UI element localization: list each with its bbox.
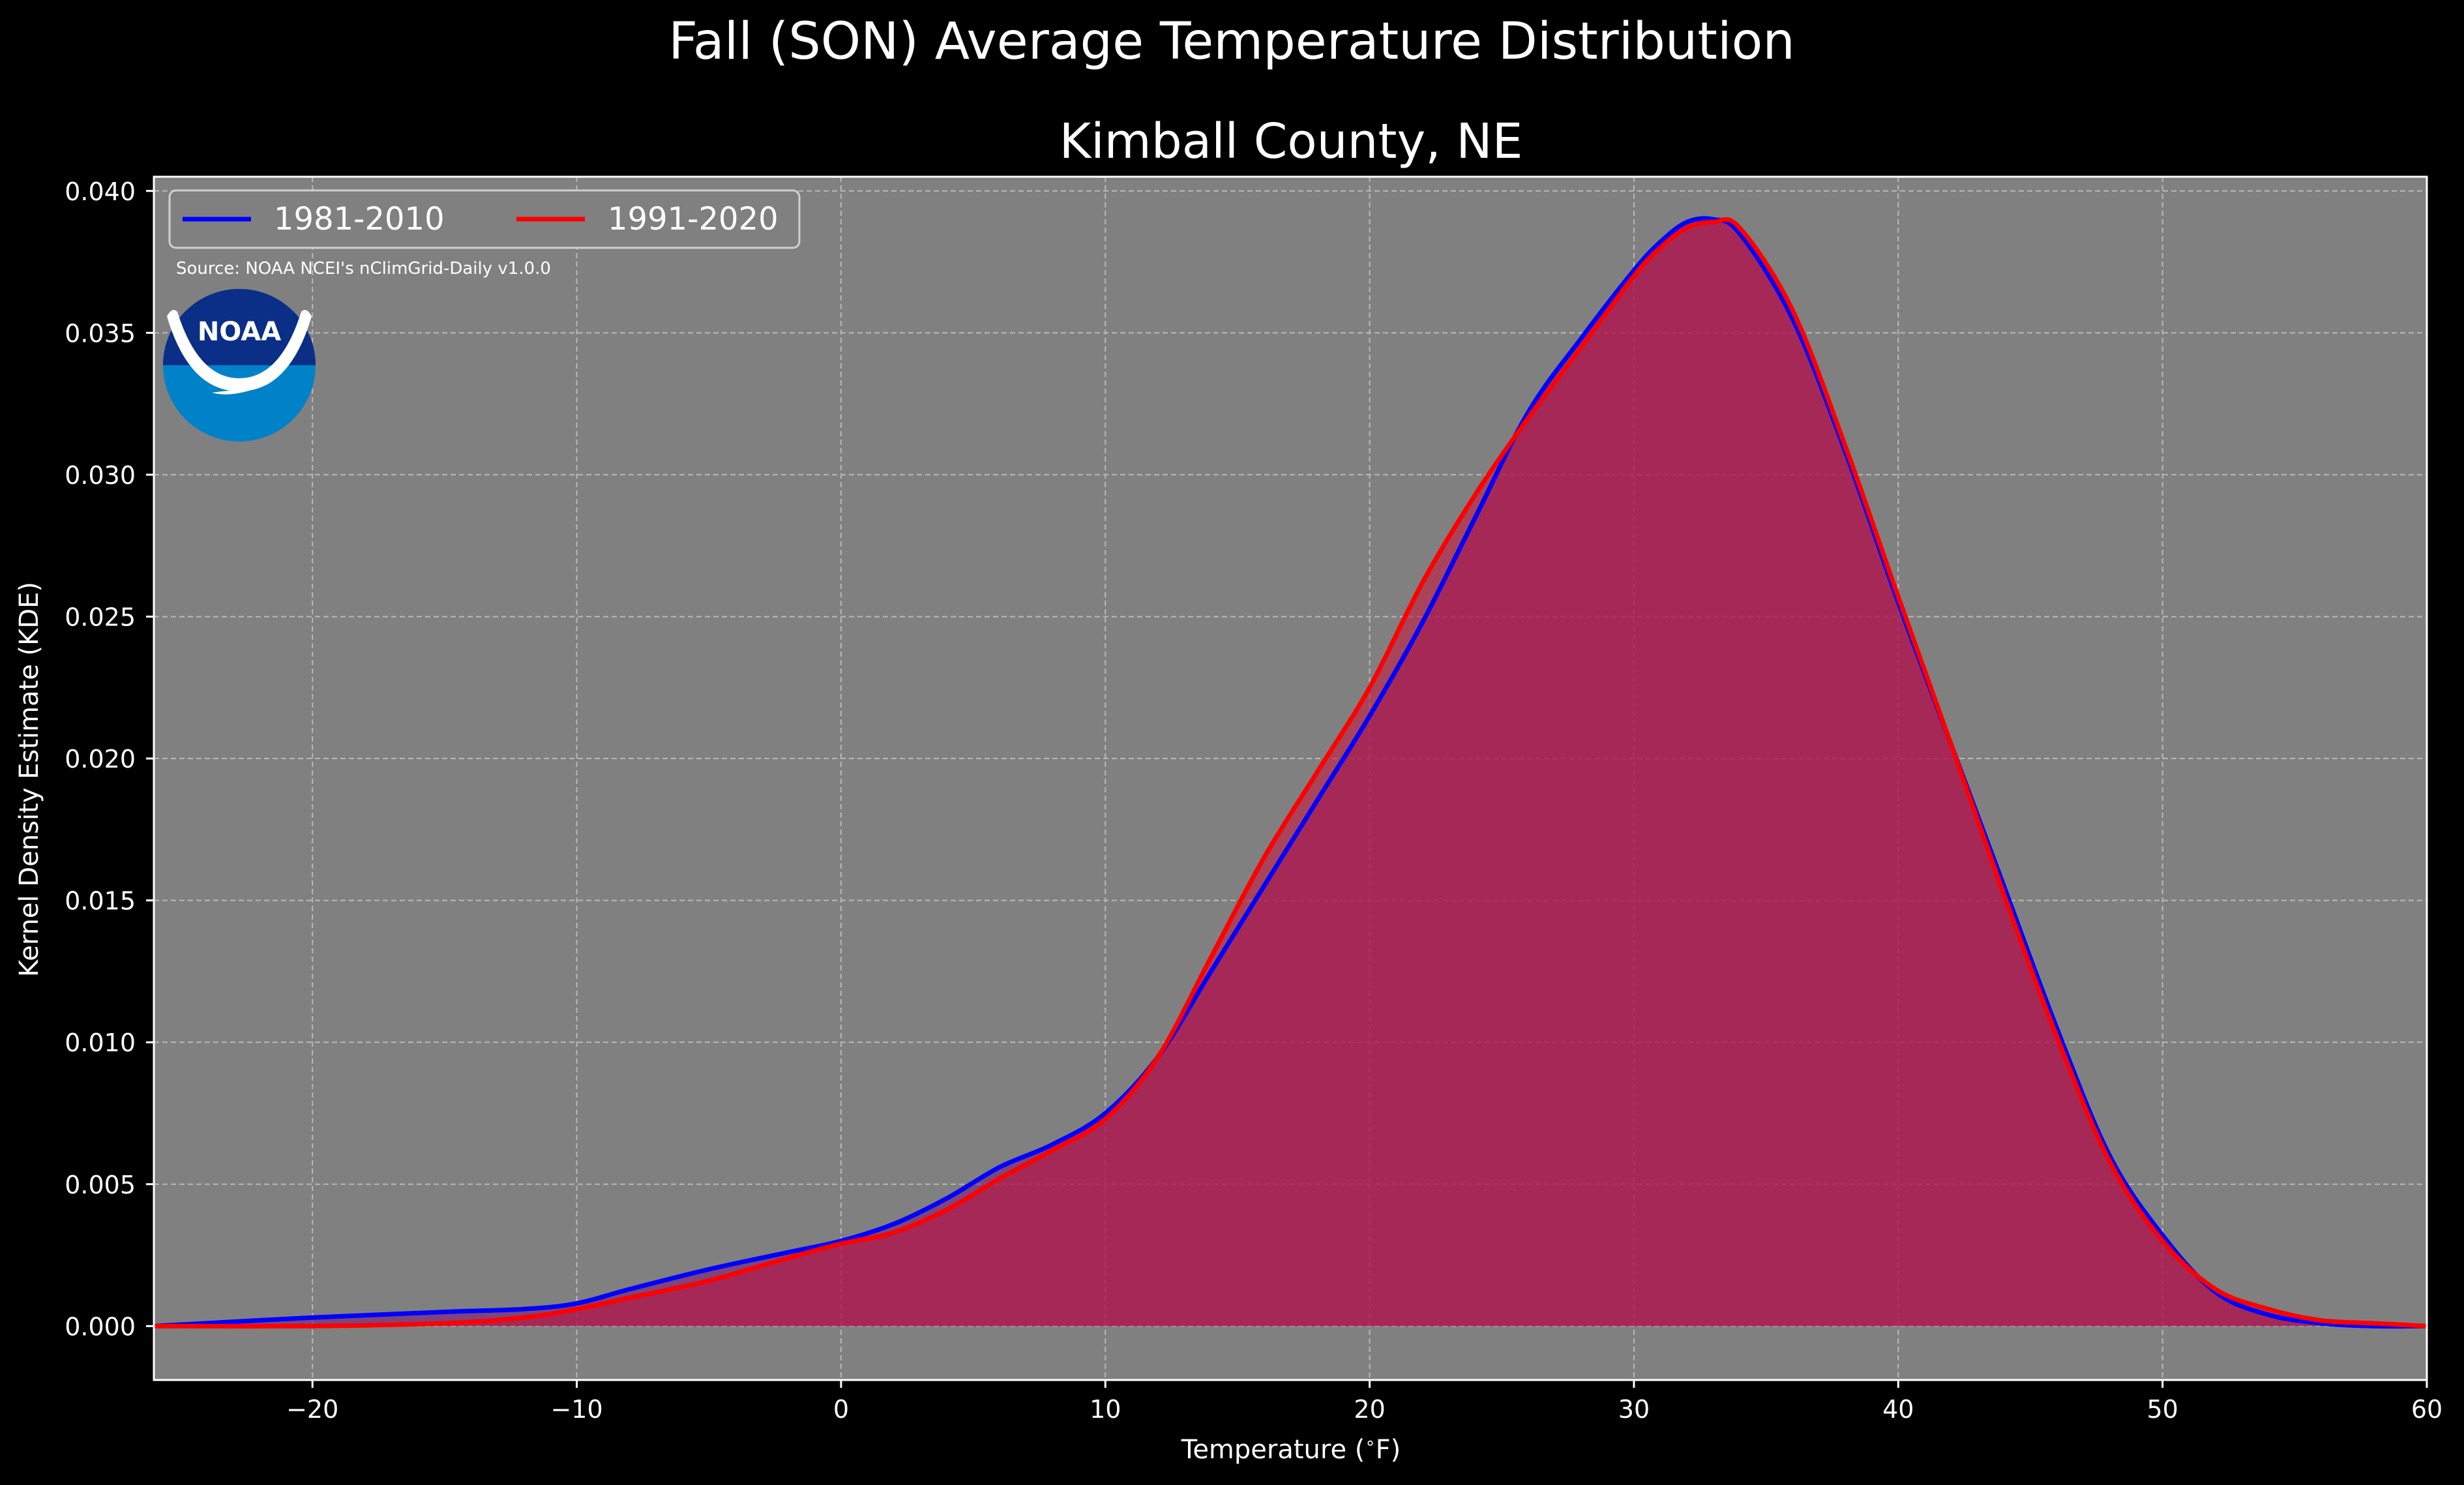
y-tick-label: 0.030 — [65, 461, 136, 490]
x-tick-label: 0 — [833, 1395, 849, 1424]
legend-label-1991-2020: 1991-2020 — [608, 201, 779, 237]
y-tick-label: 0.010 — [65, 1028, 136, 1057]
legend: 1981-2010 1991-2020 — [168, 189, 801, 249]
y-tick-label: 0.000 — [65, 1312, 136, 1341]
degree-symbol: ∘ — [1365, 1433, 1375, 1453]
noaa-logo-gull-icon — [167, 310, 312, 391]
axis-ticks: −20 −10 0 10 20 30 40 50 60 0.000 0.005 0.010 0.015 0… — [65, 177, 2442, 1424]
noaa-logo-text: NOAA — [198, 317, 281, 347]
y-axis-label: Kernel Density Estimate (KDE) — [14, 582, 44, 977]
y-tick-label: 0.020 — [65, 745, 136, 773]
density-line-1981-2010 — [153, 216, 2427, 1329]
noaa-logo-gull-wing — [212, 382, 274, 395]
x-tick-label: −10 — [550, 1395, 602, 1424]
chart-title: Fall (SON) Average Temperature Distribut… — [668, 12, 1795, 71]
plot-frame — [153, 175, 2428, 1381]
noaa-logo: NOAA — [163, 289, 316, 442]
x-axis-label: Temperature (∘F) — [1181, 1433, 1401, 1465]
x-tick-label: 60 — [2411, 1395, 2442, 1424]
density-line-1991-2020 — [153, 217, 2427, 1329]
density-lines — [153, 216, 2427, 1329]
y-tick-label: 0.015 — [65, 887, 136, 916]
y-tick-label: 0.040 — [65, 177, 136, 206]
x-tick-label: 40 — [1882, 1395, 1914, 1424]
x-tick-label: 20 — [1354, 1395, 1385, 1424]
density-fill-1991-2020 — [154, 219, 2427, 1327]
y-tick-label: 0.025 — [65, 603, 136, 631]
source-note: Source: NOAA NCEI's nClimGrid-Daily v1.0… — [176, 259, 551, 278]
x-tick-label: 50 — [2146, 1395, 2178, 1424]
noaa-logo-upper — [163, 289, 316, 365]
y-tick-label: 0.005 — [65, 1171, 136, 1199]
legend-label-1981-2010: 1981-2010 — [274, 201, 445, 237]
chart-subtitle: Kimball County, NE — [1060, 113, 1523, 170]
x-tick-label: 10 — [1090, 1395, 1121, 1424]
x-tick-label: 30 — [1618, 1395, 1650, 1424]
x-tick-label: −20 — [286, 1395, 338, 1424]
y-tick-label: 0.035 — [65, 319, 136, 348]
legend-box — [168, 189, 801, 249]
